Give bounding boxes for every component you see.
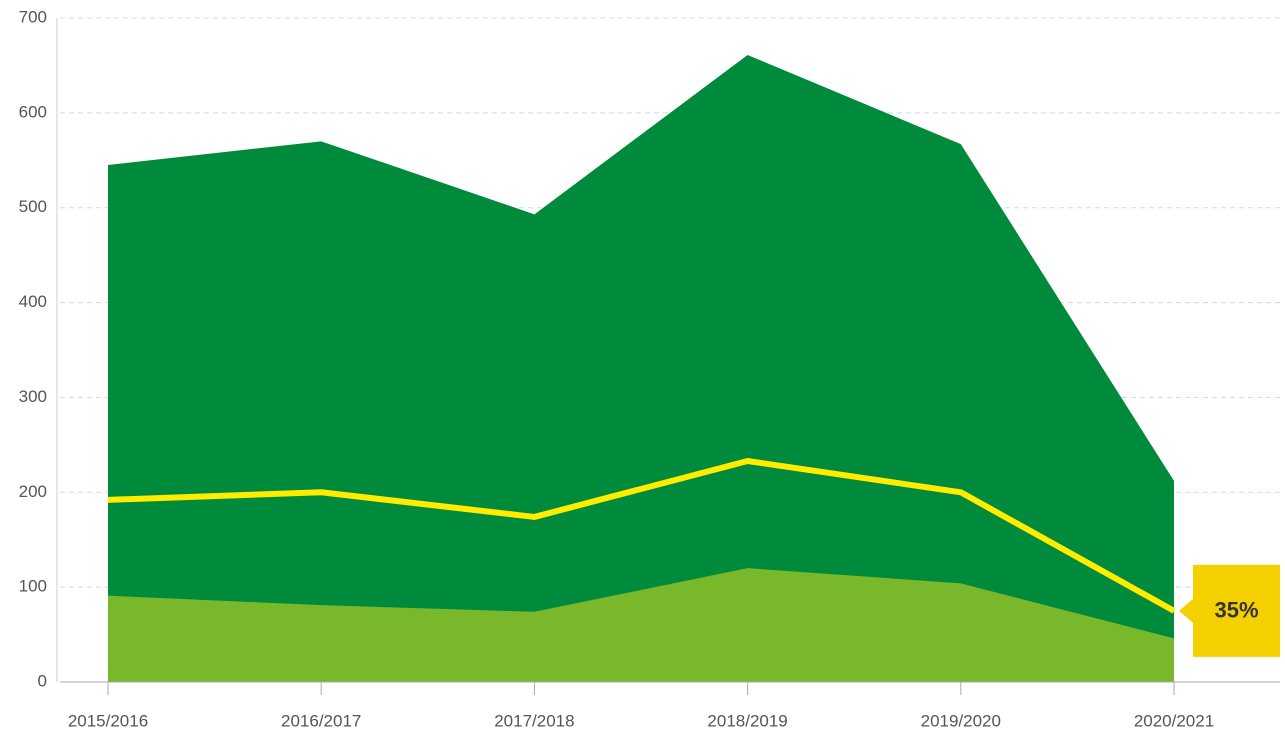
- y-tick-label: 0: [38, 671, 47, 690]
- y-tick-label: 700: [19, 7, 47, 26]
- y-tick-label: 500: [19, 197, 47, 216]
- x-tick-label: 2015/2016: [68, 711, 148, 730]
- y-tick-label: 200: [19, 482, 47, 501]
- y-tick-label: 300: [19, 387, 47, 406]
- x-tick-label: 2018/2019: [707, 711, 787, 730]
- y-tick-label: 400: [19, 292, 47, 311]
- line: [107, 457, 1176, 614]
- x-tick-label: 2020/2021: [1134, 711, 1214, 730]
- x-tick-label: 2016/2017: [281, 711, 361, 730]
- area: [108, 54, 1174, 683]
- y-tick-label: 600: [19, 102, 47, 121]
- area: [108, 568, 1174, 682]
- y-tick-label: 100: [19, 577, 47, 596]
- x-tick-label: 2019/2020: [921, 711, 1001, 730]
- annotation-box: [1179, 564, 1280, 657]
- annotation-label: 35%: [1214, 598, 1258, 623]
- x-tick-label: 2017/2018: [494, 711, 574, 730]
